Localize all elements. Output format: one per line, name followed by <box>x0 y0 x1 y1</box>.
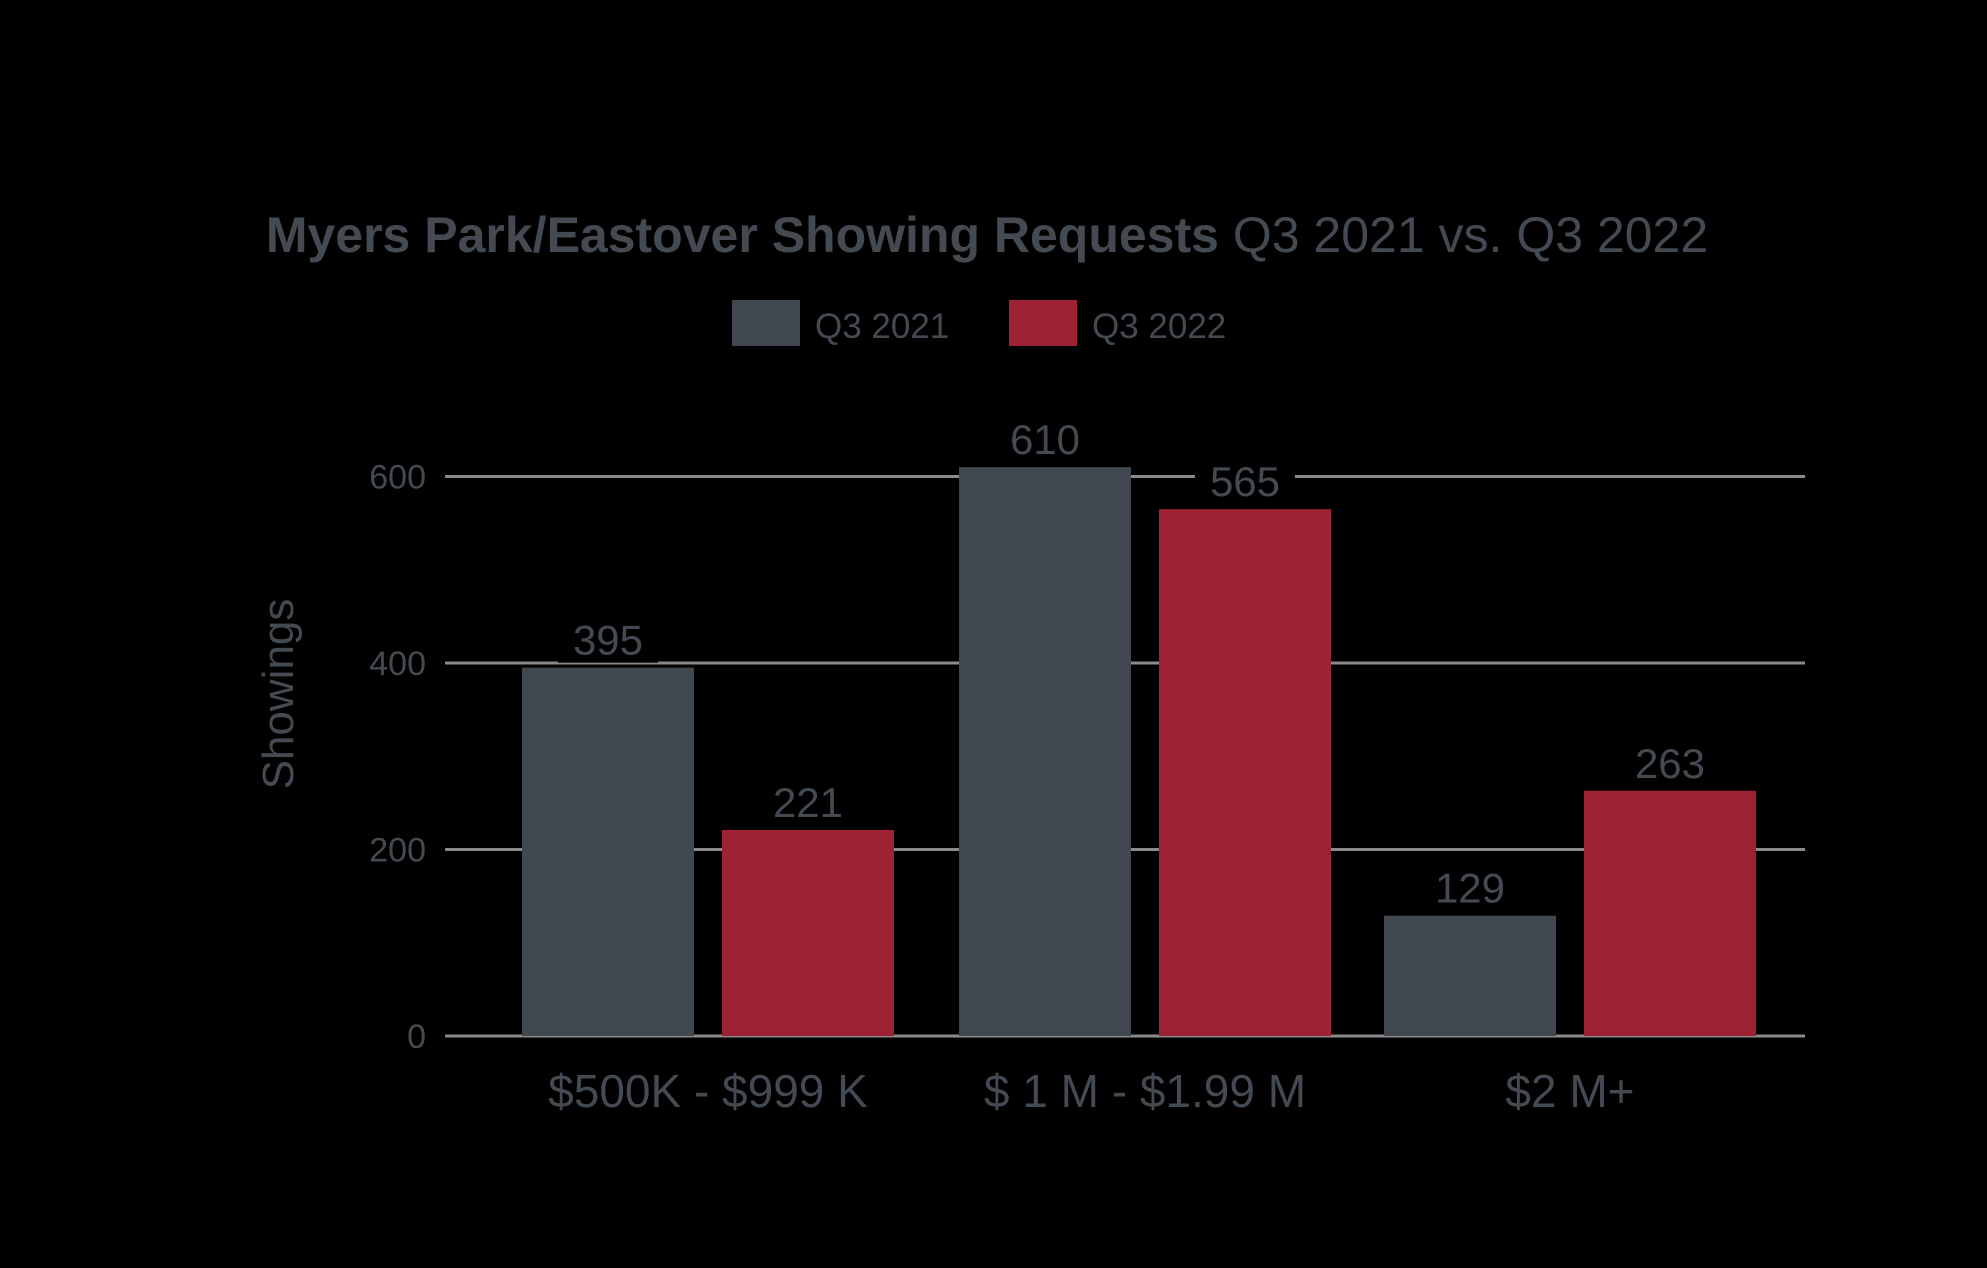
value-label-bg-2-1 <box>1620 741 1720 786</box>
value-label-bg-0-1 <box>758 780 858 825</box>
value-label-0-0: 395 <box>573 617 643 664</box>
value-label-2-0: 129 <box>1435 865 1505 912</box>
value-label-bg-1-1 <box>1195 460 1295 505</box>
bar-0-1 <box>722 829 894 1036</box>
y-tick-600: 600 <box>369 459 426 497</box>
value-label-1-0: 610 <box>1010 416 1080 463</box>
legend: Q3 2021 Q3 2022 <box>732 300 1226 346</box>
value-label-bg-1-0 <box>995 418 1095 463</box>
chart-title-suffix: Q3 2021 vs. Q3 2022 <box>1219 207 1708 263</box>
bars <box>522 467 1756 1036</box>
value-labels: 395 221 610 565 129 263 <box>558 416 1720 912</box>
bar-1-1 <box>1159 509 1331 1036</box>
legend-label-q3-2022: Q3 2022 <box>1092 307 1226 346</box>
legend-swatch-q3-2021 <box>732 300 800 346</box>
bar-2-1 <box>1584 790 1756 1036</box>
value-label-bg-2-0 <box>1420 866 1520 911</box>
x-category-0: $500K - $999 K <box>548 1065 868 1117</box>
y-axis-label: Showings <box>254 599 303 790</box>
y-tick-400: 400 <box>369 645 426 683</box>
value-label-0-1: 221 <box>773 779 843 826</box>
y-tick-0: 0 <box>407 1018 426 1056</box>
chart-title: Myers Park/Eastover Showing Requests Q3 … <box>266 207 1708 263</box>
y-tick-200: 200 <box>369 832 426 870</box>
value-label-bg-0-0 <box>558 618 658 663</box>
legend-swatch-q3-2022 <box>1009 300 1077 346</box>
x-category-1: $ 1 M - $1.99 M <box>984 1065 1306 1117</box>
bar-1-0 <box>959 467 1131 1036</box>
bar-0-0 <box>522 667 694 1036</box>
legend-label-q3-2021: Q3 2021 <box>815 307 949 346</box>
bar-2-0 <box>1384 915 1556 1036</box>
x-axis-categories: $500K - $999 K $ 1 M - $1.99 M $2 M+ <box>548 1065 1634 1117</box>
x-category-2: $2 M+ <box>1505 1065 1634 1117</box>
value-label-2-1: 263 <box>1635 740 1705 787</box>
y-axis-ticks: 0 200 400 600 <box>369 459 426 1057</box>
chart-title-main: Myers Park/Eastover Showing Requests <box>266 207 1219 263</box>
value-label-1-1: 565 <box>1210 458 1280 505</box>
